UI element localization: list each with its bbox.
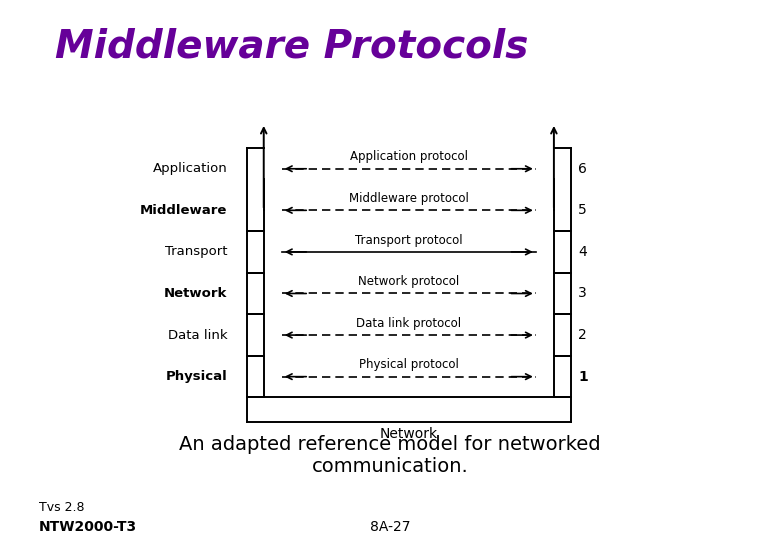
Text: 6: 6 (578, 162, 587, 176)
Text: Network protocol: Network protocol (358, 275, 459, 288)
Text: 2: 2 (578, 328, 587, 342)
Text: Middleware Protocols: Middleware Protocols (55, 27, 528, 65)
Text: Middleware: Middleware (140, 204, 228, 217)
Text: Network: Network (164, 287, 228, 300)
Text: 8A-27: 8A-27 (370, 519, 410, 534)
Text: Application protocol: Application protocol (349, 150, 468, 163)
Text: Physical: Physical (165, 370, 228, 383)
Text: 1: 1 (578, 370, 588, 383)
Text: Application: Application (153, 162, 228, 176)
Text: Middleware protocol: Middleware protocol (349, 192, 469, 205)
Text: 3: 3 (578, 287, 587, 300)
Text: An adapted reference model for networked
communication.: An adapted reference model for networked… (179, 435, 601, 476)
Text: Transport protocol: Transport protocol (355, 233, 463, 246)
Text: Tvs 2.8: Tvs 2.8 (39, 501, 84, 514)
Text: 4: 4 (578, 245, 587, 259)
Text: Network: Network (380, 427, 438, 441)
Text: Data link: Data link (168, 328, 228, 342)
Text: Data link protocol: Data link protocol (356, 316, 462, 329)
Text: NTW2000-T3: NTW2000-T3 (39, 519, 137, 534)
Text: Transport: Transport (165, 245, 228, 259)
Text: Physical protocol: Physical protocol (359, 358, 459, 371)
Text: 5: 5 (578, 204, 587, 217)
